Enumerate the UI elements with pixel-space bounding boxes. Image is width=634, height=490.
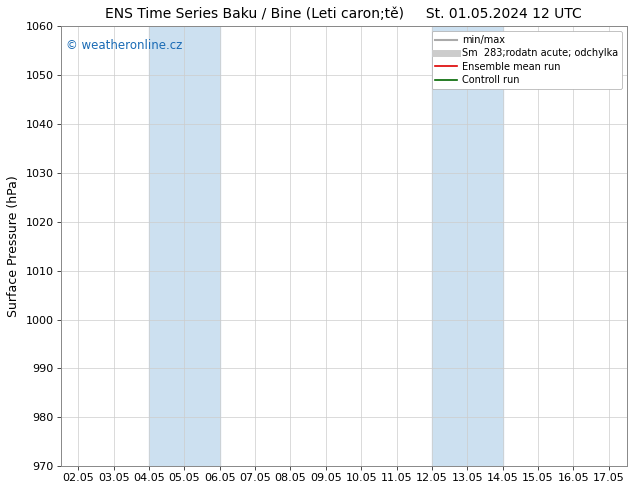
Text: © weatheronline.cz: © weatheronline.cz	[66, 40, 183, 52]
Y-axis label: Surface Pressure (hPa): Surface Pressure (hPa)	[7, 175, 20, 317]
Bar	[149, 26, 220, 466]
Title: ENS Time Series Baku / Bine (Leti caron;tě)     St. 01.05.2024 12 UTC: ENS Time Series Baku / Bine (Leti caron;…	[105, 7, 582, 21]
Bar	[432, 26, 503, 466]
Legend: min/max, Sm  283;rodatn acute; odchylka, Ensemble mean run, Controll run: min/max, Sm 283;rodatn acute; odchylka, …	[432, 31, 622, 89]
